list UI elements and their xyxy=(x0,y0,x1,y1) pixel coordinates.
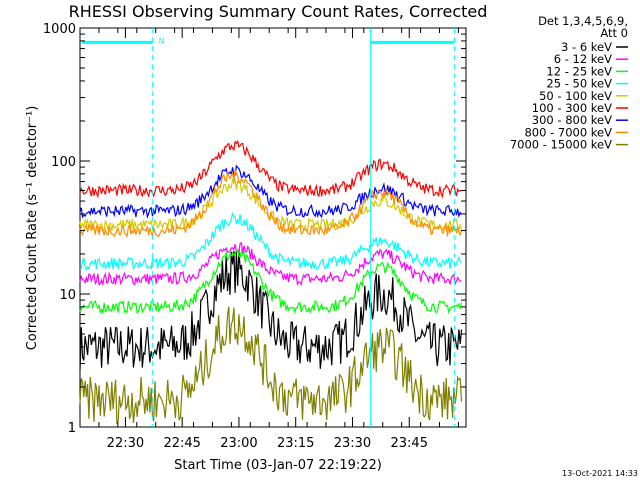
night-annotation: N xyxy=(159,36,165,45)
legend-label-3: 25 - 50 keV xyxy=(546,77,612,91)
series-line-8 xyxy=(79,306,463,425)
x-tick-label: 22:30 xyxy=(107,436,144,451)
y-axis-ticks: 1 10 100 1000 xyxy=(43,22,466,436)
series-line-3 xyxy=(79,212,462,271)
series-line-5 xyxy=(79,139,462,199)
x-tick-label: 23:00 xyxy=(220,436,257,451)
series-line-4 xyxy=(79,178,463,233)
x-tick-label: 22:45 xyxy=(163,436,200,451)
plot-frame xyxy=(79,27,467,428)
series-line-7 xyxy=(79,169,463,239)
x-tick-label: 23:15 xyxy=(277,436,314,451)
legend-label-8: 7000 - 15000 keV xyxy=(510,138,612,152)
legend-label-1: 6 - 12 keV xyxy=(554,52,612,66)
x-axis-ticks: 22:30 22:45 23:00 23:15 23:30 23:45 xyxy=(98,28,459,451)
legend-label-2: 12 - 25 keV xyxy=(546,64,612,78)
y-tick-label: 10 xyxy=(59,288,76,303)
legend-label-0: 3 - 6 keV xyxy=(561,40,612,54)
legend-label-4: 50 - 100 keV xyxy=(539,89,612,103)
y-axis-label: Corrected Count Rate (s⁻¹ detector⁻¹) xyxy=(25,106,40,351)
legend-label-7: 800 - 7000 keV xyxy=(524,125,612,139)
y-tick-label: 100 xyxy=(51,155,76,170)
footer-date: 13-Oct-2021 14:33 xyxy=(562,469,638,478)
series-layer xyxy=(79,139,463,425)
legend-label-5: 100 - 300 keV xyxy=(532,101,612,115)
orbit-marks: N xyxy=(82,28,456,427)
x-tick-label: 23:30 xyxy=(334,436,371,451)
legend-header-line-1: Det 1,3,4,5,6,9, xyxy=(538,14,628,28)
chart-title: RHESSI Observing Summary Count Rates, Co… xyxy=(69,2,488,21)
x-axis-label: Start Time (03-Jan-07 22:19:22) xyxy=(174,458,382,473)
y-tick-label: 1 xyxy=(68,421,76,436)
x-tick-label: 23:45 xyxy=(391,436,428,451)
series-line-0 xyxy=(79,249,463,371)
legend-label-6: 300 - 800 keV xyxy=(532,113,612,127)
legend-header-line-2: Att 0 xyxy=(600,26,628,40)
series-line-1 xyxy=(79,242,462,287)
series-line-6 xyxy=(79,164,463,219)
y-tick-label: 1000 xyxy=(43,22,76,37)
series-line-2 xyxy=(79,248,463,315)
